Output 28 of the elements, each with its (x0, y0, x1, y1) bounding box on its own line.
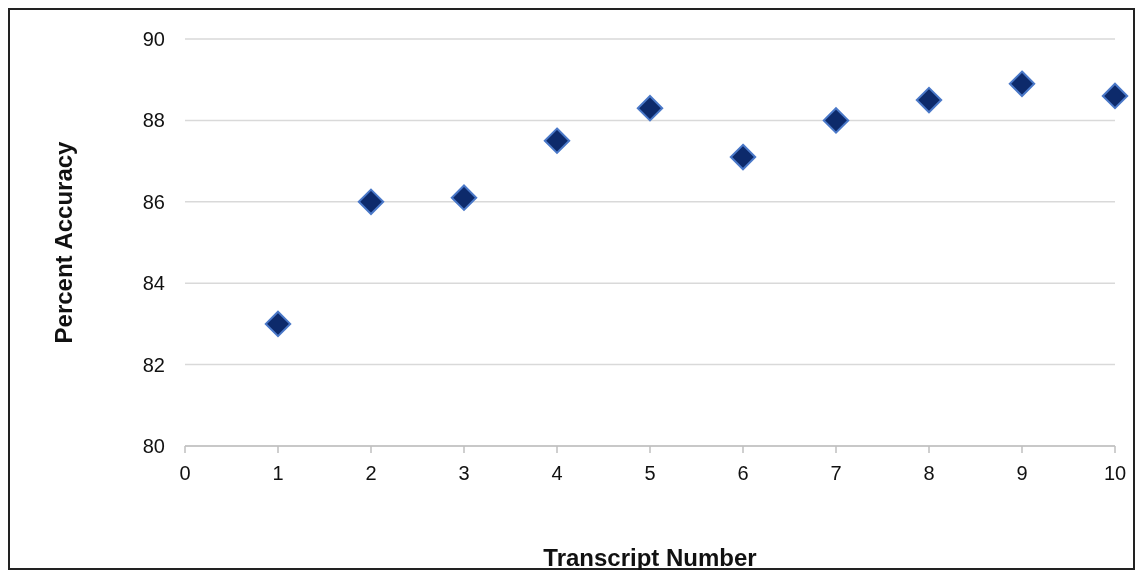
x-tick-label: 3 (458, 462, 470, 484)
y-axis-title: Percent Accuracy (50, 140, 77, 344)
y-tick-label: 84 (142, 272, 165, 295)
point (1008, 70, 1036, 97)
x-tick-label: 7 (830, 462, 842, 484)
point (450, 184, 478, 211)
point (636, 94, 664, 122)
y-tick-label: 80 (142, 435, 165, 457)
x-tick-label: 5 (644, 462, 656, 484)
x-tick-label: 6 (737, 462, 749, 484)
x-tick-label: 1 (272, 462, 284, 484)
y-tick-label: 86 (142, 190, 165, 213)
x-tick-label: 2 (365, 462, 377, 484)
y-tick-label: 90 (142, 28, 165, 50)
x-tick-label: 4 (551, 462, 563, 484)
point (543, 127, 571, 154)
x-tick-label: 10 (1103, 462, 1127, 484)
point (264, 310, 292, 338)
x-tick-label: 0 (179, 462, 191, 484)
point (357, 188, 385, 216)
point (729, 143, 757, 171)
y-tick-label: 82 (142, 353, 165, 376)
point (1101, 82, 1129, 110)
point (822, 107, 850, 134)
x-tick-label: 9 (1016, 462, 1028, 484)
point (915, 86, 943, 114)
x-tick-label: 8 (923, 462, 935, 484)
y-tick-label: 88 (142, 109, 165, 132)
